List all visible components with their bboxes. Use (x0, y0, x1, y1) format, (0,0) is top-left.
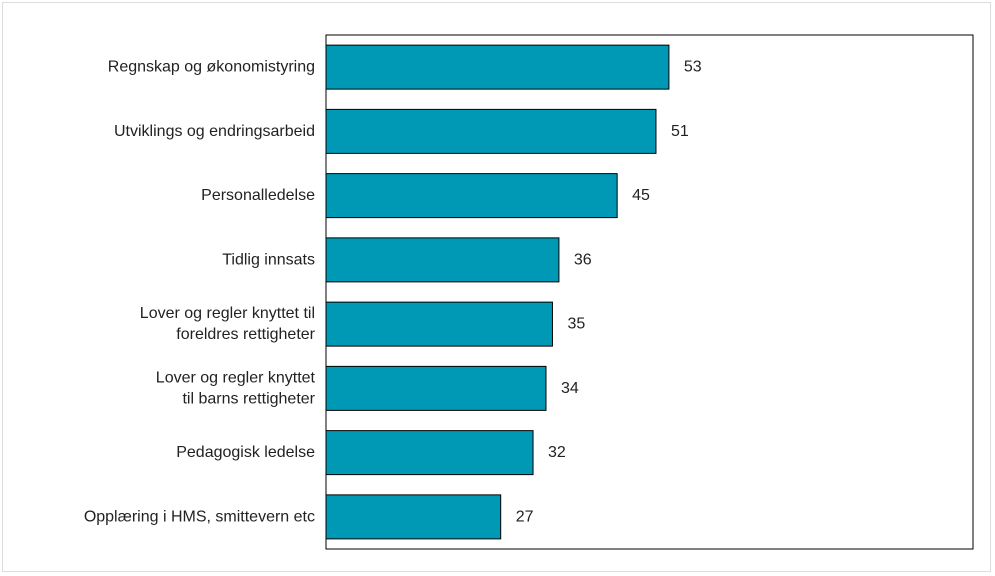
category-label-line: Lover og regler knyttet til (140, 305, 315, 322)
category-label-line: Tidlig innsats (222, 251, 315, 268)
category-label: Regnskap og økonomistyring (108, 59, 315, 76)
bar (325, 430, 534, 476)
category-label-line: Pedagogisk ledelse (176, 444, 315, 461)
bars-group (325, 44, 670, 540)
category-label-line: Utviklings og endringsarbeid (114, 123, 315, 140)
category-label: Personalledelse (201, 187, 315, 204)
bar-value-label: 34 (561, 380, 579, 397)
category-label: Lover og regler knyttet til barns rettigh… (156, 369, 316, 407)
category-label: Lover og regler knyttet til foreldres ret… (140, 305, 316, 343)
bar-value-label: 32 (548, 444, 566, 461)
value-labels-group: 53 51 45 36 35 34 32 27 (516, 59, 702, 526)
bar-value-label: 36 (574, 251, 592, 268)
bar-value-label: 27 (516, 508, 534, 525)
category-label: Tidlig innsats (222, 251, 315, 268)
category-label-line: Lover og regler knyttet (156, 369, 316, 386)
bar (325, 365, 547, 411)
bar (325, 494, 502, 540)
category-labels-group: Regnskap og økonomistyring Utviklings og … (84, 59, 316, 526)
category-label-line: til barns rettigheter (182, 390, 315, 407)
category-label-line: Regnskap og økonomistyring (108, 59, 315, 76)
category-label: Utviklings og endringsarbeid (114, 123, 315, 140)
category-label-line: foreldres rettigheter (176, 326, 315, 343)
category-label-line: Opplæring i HMS, smittevern etc (84, 508, 315, 525)
bar-value-label: 51 (671, 123, 689, 140)
bar (325, 173, 618, 219)
bar (325, 237, 560, 283)
plot-area (325, 34, 974, 550)
bar-value-label: 35 (567, 316, 585, 333)
bar (325, 44, 670, 90)
category-label: Pedagogisk ledelse (176, 444, 315, 461)
bar (325, 301, 553, 347)
bar (325, 108, 657, 154)
category-label: Opplæring i HMS, smittevern etc (84, 508, 315, 525)
bar-value-label: 53 (684, 59, 702, 76)
bar-value-label: 45 (632, 187, 650, 204)
category-label-line: Personalledelse (201, 187, 315, 204)
